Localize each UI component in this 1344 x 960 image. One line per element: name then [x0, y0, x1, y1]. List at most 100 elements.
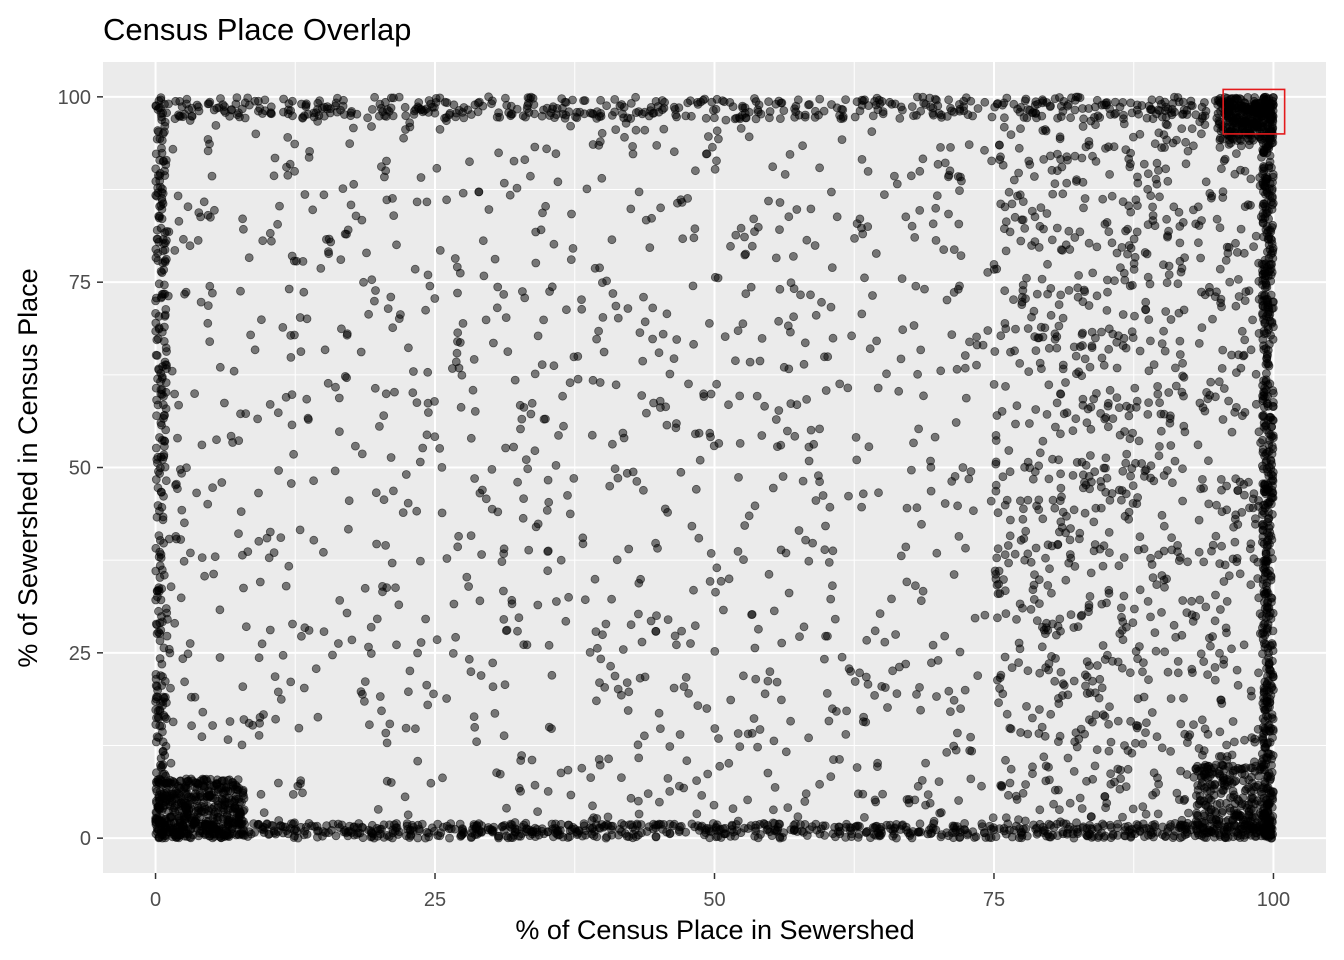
data-point	[1149, 476, 1159, 486]
data-point	[993, 613, 1002, 623]
data-point	[175, 465, 185, 474]
data-point	[906, 171, 916, 181]
data-point	[1128, 804, 1138, 814]
data-point	[892, 833, 901, 843]
data-point	[1260, 487, 1270, 497]
data-point	[1160, 582, 1169, 592]
data-point	[713, 273, 723, 283]
data-point	[710, 164, 720, 174]
data-point	[435, 124, 445, 134]
data-point	[774, 316, 783, 326]
data-point	[1056, 429, 1065, 439]
data-point	[1053, 539, 1063, 549]
data-point	[499, 549, 509, 558]
data-point	[864, 442, 874, 452]
data-point	[1096, 482, 1106, 492]
data-point	[1217, 485, 1226, 495]
data-point	[672, 419, 681, 428]
data-point	[1065, 245, 1075, 254]
data-point	[515, 400, 525, 410]
data-point	[1024, 367, 1034, 377]
data-point	[473, 98, 483, 108]
data-point	[435, 443, 445, 453]
data-point	[1143, 169, 1153, 179]
data-point	[185, 116, 195, 125]
data-point	[423, 700, 433, 710]
data-point	[313, 712, 323, 722]
data-point	[1113, 819, 1123, 829]
data-point	[1105, 495, 1115, 505]
data-point	[1058, 507, 1068, 517]
data-point	[1179, 693, 1188, 703]
data-point	[1257, 152, 1266, 162]
data-point	[381, 389, 391, 399]
data-point	[684, 379, 693, 389]
data-point	[958, 463, 968, 472]
data-point	[1211, 815, 1221, 825]
data-point	[991, 486, 1001, 496]
data-point	[493, 832, 503, 841]
data-point	[199, 197, 209, 207]
data-point	[241, 622, 251, 632]
data-point	[485, 824, 495, 834]
data-point	[191, 817, 200, 826]
data-point	[1022, 702, 1031, 711]
data-point	[1021, 816, 1030, 826]
data-point	[621, 118, 631, 128]
data-point	[678, 234, 688, 244]
data-point	[1259, 464, 1268, 474]
data-point	[558, 103, 567, 113]
data-point	[1121, 458, 1131, 468]
data-point	[1261, 359, 1271, 369]
data-point	[1023, 729, 1033, 739]
data-point	[541, 201, 550, 211]
data-point	[1264, 325, 1273, 335]
data-point	[1264, 234, 1274, 244]
data-point	[588, 375, 598, 385]
data-point	[465, 157, 474, 167]
data-point	[740, 232, 749, 242]
data-point	[1106, 833, 1116, 843]
data-point	[1261, 639, 1271, 649]
data-point	[1050, 676, 1060, 686]
data-point	[774, 406, 784, 415]
data-point	[345, 821, 355, 831]
data-point	[367, 275, 377, 285]
data-point	[898, 325, 908, 335]
data-point	[304, 626, 314, 635]
data-point	[1079, 285, 1089, 295]
data-point	[1261, 560, 1271, 569]
data-point	[955, 186, 964, 196]
data-point	[1104, 719, 1113, 729]
data-point	[1215, 142, 1225, 152]
data-point	[851, 432, 861, 442]
data-point	[1068, 426, 1078, 436]
data-point	[1144, 675, 1153, 685]
data-point	[1219, 780, 1229, 790]
data-point	[605, 481, 615, 491]
data-point	[308, 205, 318, 215]
data-point	[1205, 287, 1214, 297]
data-point	[932, 692, 941, 701]
data-point	[152, 134, 162, 144]
data-point	[894, 386, 904, 396]
data-point	[298, 113, 308, 122]
data-point	[405, 118, 415, 128]
data-point	[1251, 369, 1261, 379]
data-point	[1266, 249, 1276, 259]
data-point	[499, 289, 509, 299]
data-point	[356, 687, 366, 696]
data-point	[435, 245, 445, 255]
data-point	[980, 145, 989, 155]
data-point	[815, 779, 824, 789]
data-point	[154, 606, 163, 616]
data-point	[1123, 746, 1133, 755]
data-point	[1054, 321, 1064, 331]
data-point	[1090, 540, 1100, 549]
data-point	[1010, 549, 1020, 559]
data-point	[1260, 572, 1270, 581]
data-point	[1135, 129, 1145, 139]
data-point	[287, 96, 297, 106]
data-point	[367, 105, 377, 114]
data-point	[507, 599, 517, 609]
